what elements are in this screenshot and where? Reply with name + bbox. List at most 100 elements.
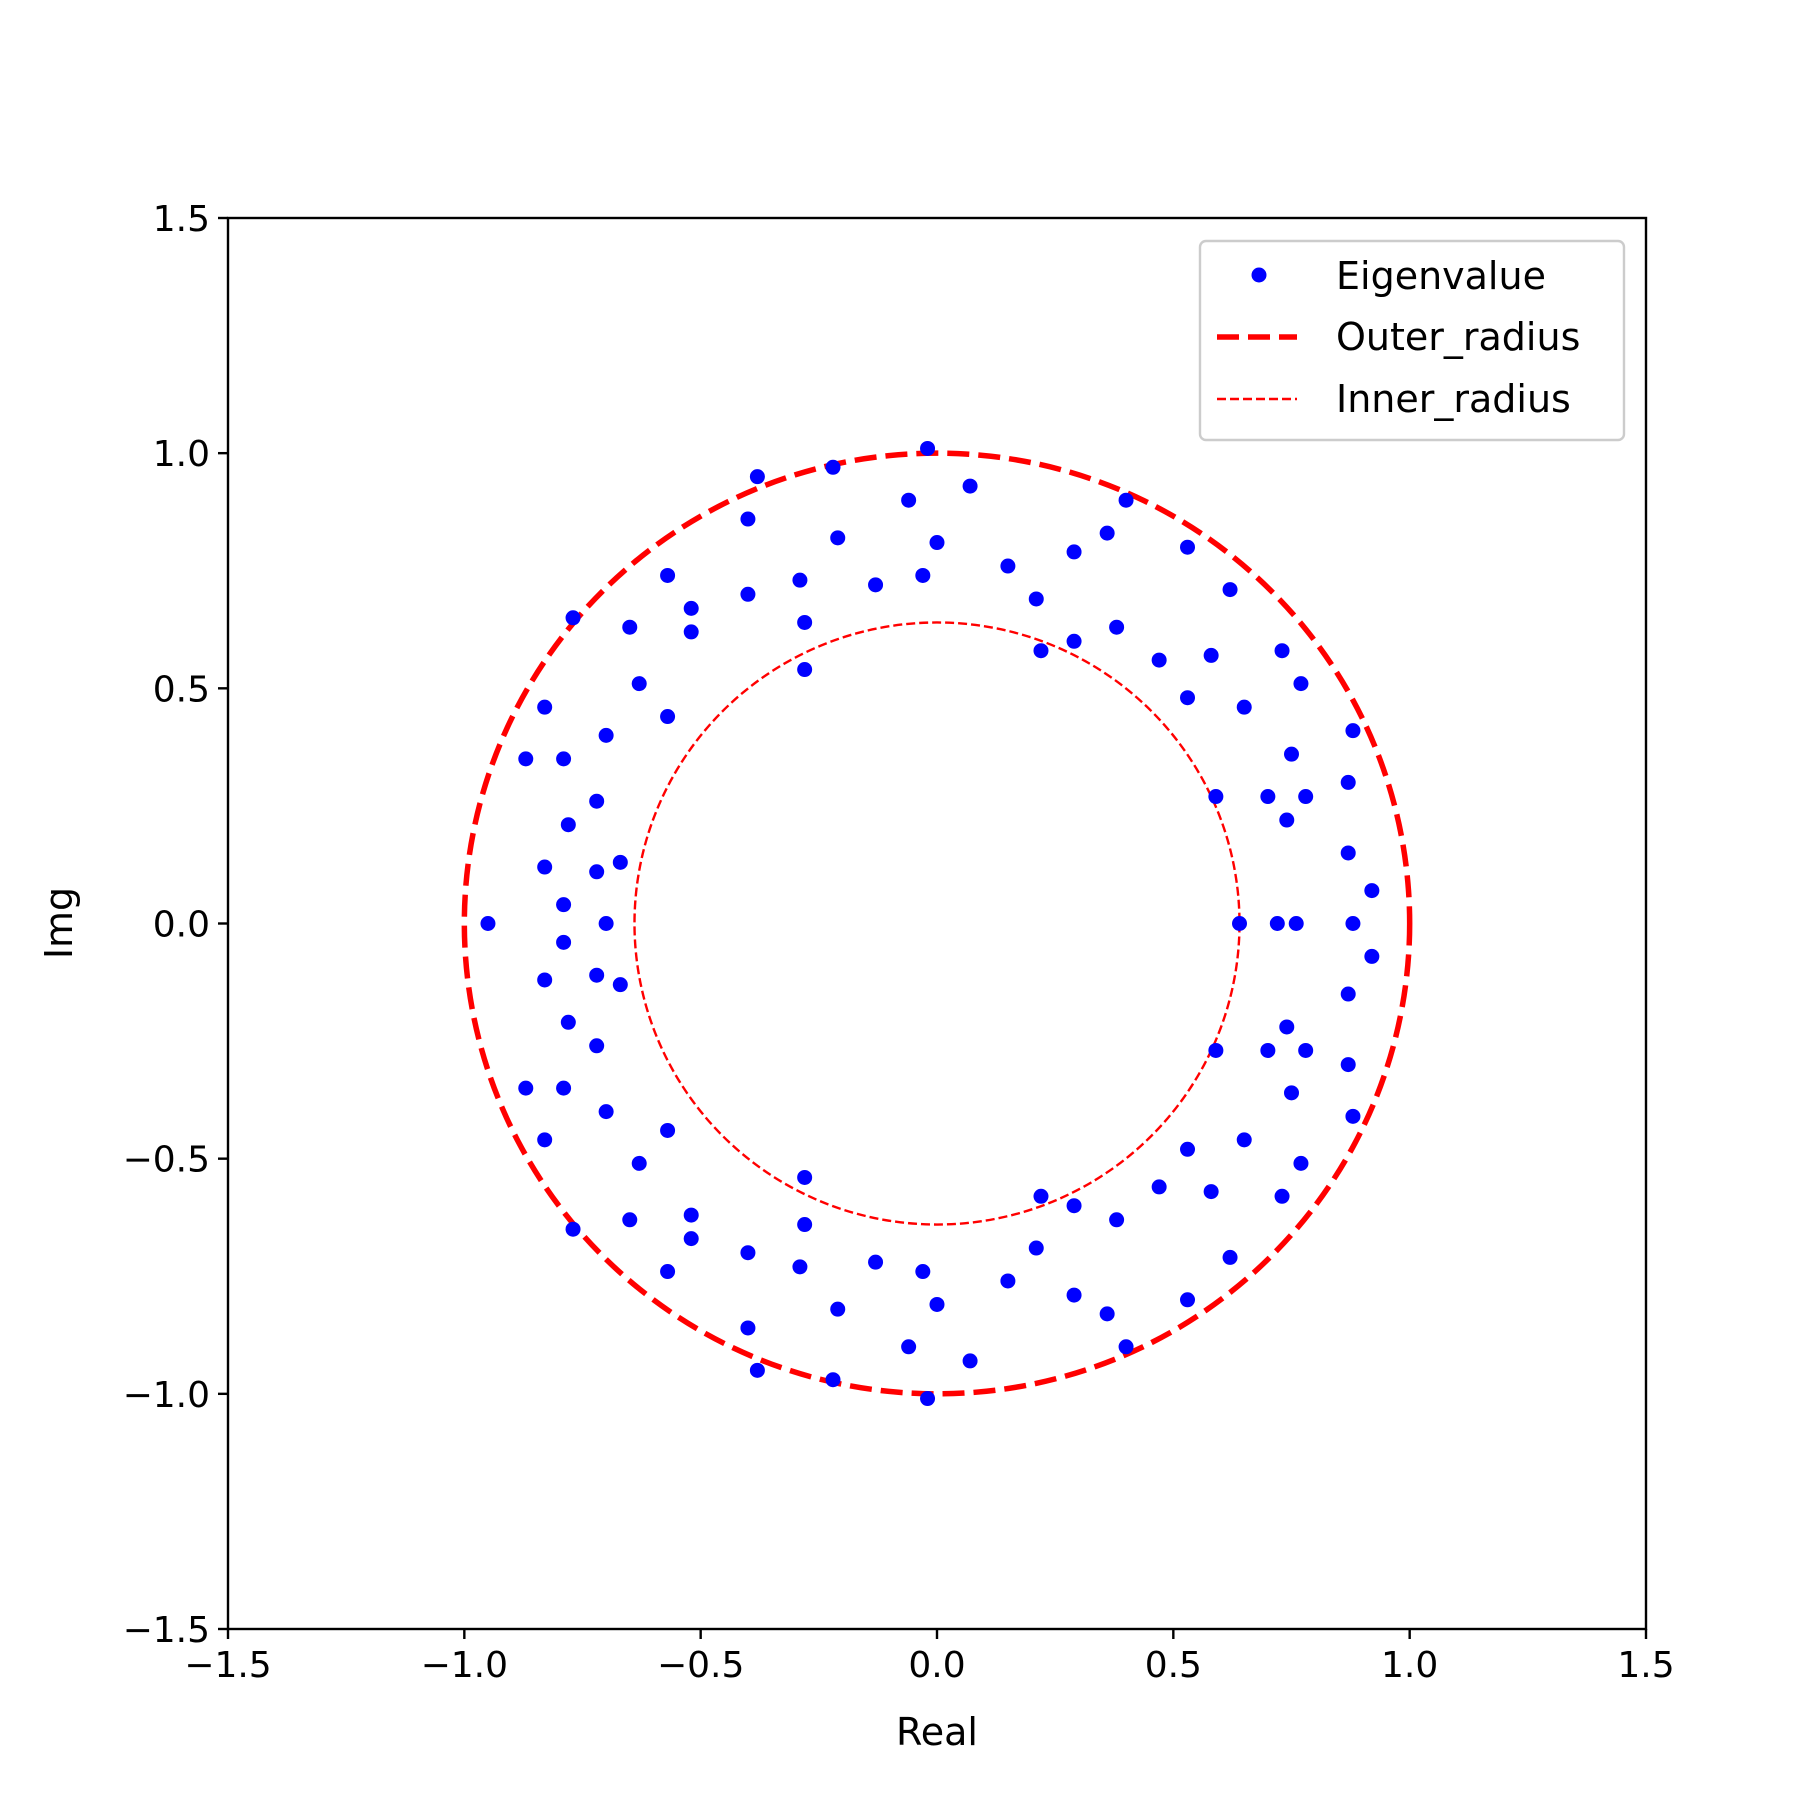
eigenvalue-point	[1293, 1155, 1309, 1171]
eigenvalue-point	[589, 967, 605, 983]
eigenvalue-point	[1109, 1212, 1125, 1228]
eigenvalue-point	[868, 577, 884, 593]
eigenvalue-point	[1033, 643, 1049, 659]
eigenvalue-point	[1260, 789, 1276, 805]
eigenvalue-point	[830, 1301, 846, 1317]
eigenvalue-point	[1284, 746, 1299, 762]
eigenvalue-point	[683, 1207, 699, 1223]
y-tick-label: 0.0	[153, 905, 210, 946]
eigenvalue-point	[1028, 1240, 1044, 1256]
x-tick-label: 1.5	[1617, 1645, 1674, 1686]
eigenvalue-point	[740, 511, 756, 527]
eigenvalue-point	[1151, 1179, 1167, 1195]
y-tick-label: 1.5	[153, 199, 210, 240]
eigenvalue-point	[1364, 948, 1380, 964]
eigenvalue-point	[1222, 1249, 1238, 1265]
eigenvalue-point	[740, 586, 756, 602]
eigenvalue-point	[631, 1155, 647, 1171]
eigenvalue-point	[1033, 1188, 1049, 1204]
eigenvalue-point	[537, 1132, 553, 1148]
eigenvalue-point	[1236, 1132, 1252, 1148]
x-tick-label: −1.0	[421, 1645, 508, 1686]
eigenvalue-point	[1180, 539, 1196, 555]
x-axis-ticks: −1.5 −1.0 −0.5 0.0 0.5 1.0 1.5	[184, 1629, 1675, 1686]
eigenvalue-point	[1345, 723, 1361, 739]
eigenvalue-point	[589, 1038, 605, 1054]
eigenvalue-point	[1340, 1057, 1356, 1073]
eigenvalue-point	[480, 916, 496, 931]
x-axis-title: Real	[896, 1710, 978, 1754]
eigenvalue-point	[537, 859, 553, 875]
eigenvalue-point	[537, 972, 553, 988]
eigenvalue-point	[1180, 690, 1196, 706]
y-tick-label: −1.0	[123, 1375, 210, 1416]
eigenvalue-point	[929, 535, 945, 551]
eigenvalue-point	[901, 1339, 917, 1355]
eigenvalue-point	[612, 854, 628, 870]
eigenvalue-point	[1345, 916, 1361, 931]
eigenvalue-point	[622, 619, 638, 635]
eigenvalue-point	[962, 478, 978, 494]
eigenvalue-point	[1340, 774, 1356, 790]
eigenvalue-point	[1284, 1085, 1299, 1101]
y-tick-label: 1.0	[153, 434, 210, 475]
eigenvalue-point	[749, 469, 765, 485]
eigenvalue-point	[1298, 1042, 1314, 1058]
eigenvalue-point	[1274, 1188, 1290, 1204]
y-tick-label: 0.5	[153, 669, 210, 710]
x-tick-label: −0.5	[657, 1645, 744, 1686]
eigenvalue-point	[792, 572, 808, 588]
eigenvalue-point	[631, 676, 647, 692]
eigenvalue-point	[740, 1320, 756, 1336]
legend-box	[1198, 239, 1626, 442]
eigenvalue-point	[1260, 1042, 1276, 1058]
eigenvalue-point	[1340, 986, 1356, 1002]
eigenvalue-point	[1180, 1292, 1196, 1308]
eigenvalue-point	[1151, 652, 1167, 668]
eigenvalue-point	[1293, 676, 1309, 692]
eigenvalue-points	[480, 440, 1380, 1407]
eigenvalue-point	[1066, 1198, 1082, 1214]
outer-radius-circle	[461, 450, 1413, 1397]
eigenvalue-point	[749, 1362, 765, 1378]
eigenvalue-point	[1288, 916, 1304, 931]
eigenvalue-point	[518, 751, 534, 767]
eigenvalue-point	[589, 864, 605, 880]
x-tick-label: 0.5	[1145, 1645, 1202, 1686]
legend-label-outer-radius: Outer_radius	[1336, 315, 1580, 359]
x-tick-label: 0.0	[908, 1645, 965, 1686]
eigenvalue-point	[1340, 845, 1356, 861]
eigenvalue-point	[683, 1231, 699, 1247]
eigenvalue-point	[598, 1104, 614, 1120]
plot-area	[461, 440, 1413, 1407]
eigenvalue-point	[1274, 643, 1290, 659]
legend-marker-eigenvalue	[1251, 267, 1267, 283]
eigenvalue-point	[660, 567, 676, 583]
eigenvalue-point	[1028, 591, 1044, 607]
eigenvalue-point	[1208, 1042, 1224, 1058]
eigenvalue-point	[518, 1080, 534, 1096]
eigenvalue-point	[915, 1264, 931, 1280]
eigenvalue-point	[1066, 1287, 1082, 1303]
eigenvalue-point	[560, 817, 576, 833]
eigenvalue-point	[1279, 1019, 1295, 1035]
eigenvalue-point	[556, 751, 572, 767]
eigenvalue-point	[598, 916, 614, 931]
eigenvalue-point	[565, 610, 581, 626]
eigenvalue-point	[929, 1296, 945, 1312]
eigenvalue-point	[830, 530, 846, 546]
eigenvalue-point	[1345, 1108, 1361, 1124]
eigenvalue-point	[915, 567, 931, 583]
eigenvalue-point	[1066, 544, 1082, 560]
eigenvalue-point	[797, 1217, 813, 1233]
eigenvalue-point	[1099, 525, 1115, 541]
eigenvalue-point	[825, 459, 841, 475]
legend-label-inner-radius: Inner_radius	[1336, 377, 1571, 421]
eigenvalue-point	[598, 727, 614, 743]
y-tick-label: −0.5	[123, 1140, 210, 1181]
eigenvalue-point	[565, 1221, 581, 1237]
eigenvalue-point	[1208, 789, 1224, 805]
eigenvalue-point	[1203, 647, 1219, 663]
eigenvalue-point	[556, 897, 572, 913]
eigenvalue-point	[1279, 812, 1295, 828]
